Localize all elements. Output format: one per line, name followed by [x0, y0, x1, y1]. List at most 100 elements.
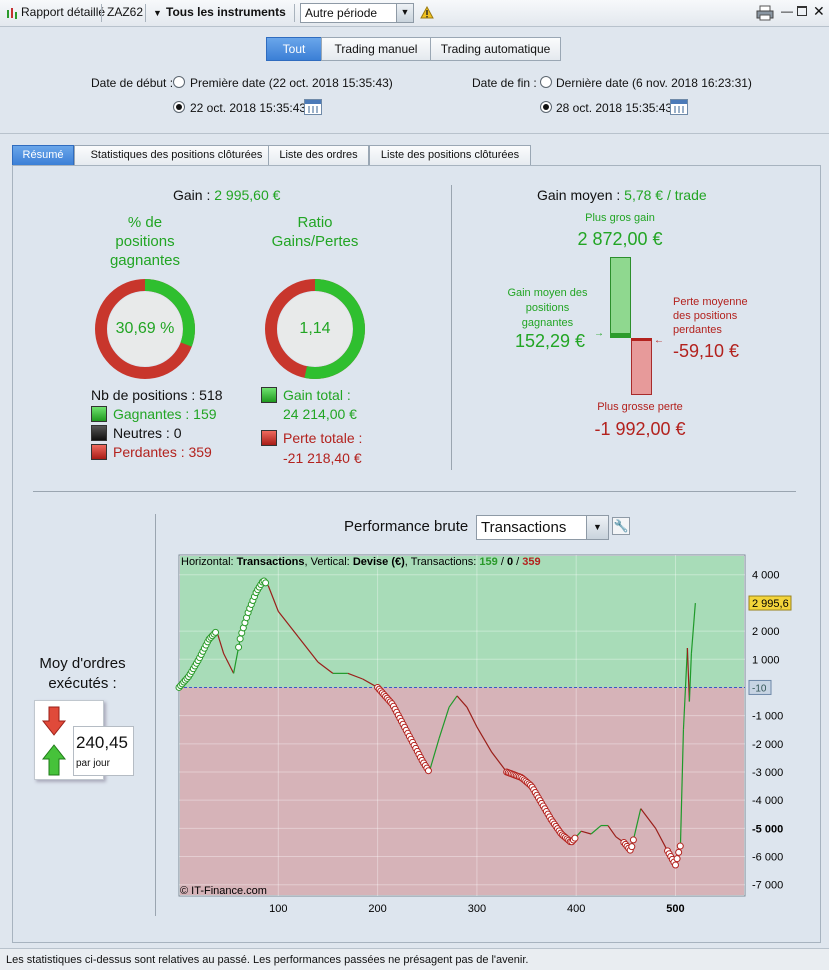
tab-stats-positions[interactable]: Statistiques des positions clôturées	[74, 145, 279, 165]
dropdown-arrow-icon[interactable]: ▼	[153, 8, 162, 18]
start-first-label[interactable]: Première date (22 oct. 2018 15:35:43)	[190, 76, 393, 90]
orders-title: Moy d'ordres exécutés :	[25, 654, 140, 694]
account-label[interactable]: ZAZ62	[107, 5, 144, 19]
series-line	[223, 653, 235, 674]
gain-label: Gain :	[173, 187, 211, 203]
plus-gros-gain-value: 2 872,00 €	[577, 229, 663, 249]
series-line	[690, 602, 696, 654]
series-line	[655, 828, 669, 852]
gain-total-label: Gain total :	[283, 387, 351, 403]
horizontal-divider	[33, 491, 796, 492]
series-line	[640, 808, 657, 829]
y-tick-label: 2 000	[752, 626, 780, 638]
toolbar: Rapport détaillé ZAZ62 ▼ Tous les instru…	[0, 0, 829, 27]
series-marker	[235, 643, 243, 651]
perte-moyenne-bar	[631, 338, 652, 341]
start-first-radio[interactable]	[173, 76, 185, 88]
pct-title: % de positions gagnantes	[90, 213, 200, 270]
donut-win-arc	[95, 279, 195, 379]
minimize-icon[interactable]: —	[781, 4, 793, 18]
perf-title: Performance brute	[344, 518, 469, 535]
tab-trading-manuel[interactable]: Trading manuel	[321, 37, 431, 61]
end-date-label: Date de fin :	[472, 76, 537, 90]
end-last-label[interactable]: Dernière date (6 nov. 2018 16:23:31)	[556, 76, 752, 90]
chart-header-slash: /	[513, 556, 522, 568]
calendar-icon[interactable]	[304, 99, 322, 115]
gain-value: 2 995,60 €	[214, 187, 281, 203]
report-label[interactable]: Rapport détaillé	[21, 5, 106, 19]
chevron-down-icon[interactable]: ▼	[586, 516, 608, 539]
instruments-selector[interactable]: Tous les instruments	[166, 5, 286, 19]
pct-title-line: gagnantes	[109, 252, 181, 269]
orders-title-line: Moy d'ordres	[39, 655, 126, 672]
x-tick-label: 400	[567, 903, 585, 915]
close-icon[interactable]: ✕	[813, 3, 825, 19]
chart-header-v-label: , Vertical:	[305, 556, 350, 568]
donut-center	[108, 292, 182, 366]
pct-title-line: % de	[127, 214, 163, 231]
y-tick-label: -4 000	[752, 795, 783, 807]
start-custom-radio[interactable]	[173, 101, 185, 113]
ratio-title: Ratio Gains/Pertes	[255, 213, 375, 251]
series-line	[297, 636, 319, 663]
series-marker	[628, 843, 636, 851]
status-bar: Les statistiques ci-dessus sont relative…	[0, 948, 829, 970]
perte-moyenne-value: -59,10 €	[673, 341, 740, 361]
arrow-left-icon: ←	[654, 335, 664, 346]
tab-tout[interactable]: Tout	[266, 37, 322, 61]
end-last-radio[interactable]	[540, 76, 552, 88]
x-tick-label: 500	[666, 903, 684, 915]
y-tick-label: -6 000	[752, 852, 783, 864]
perte-totale-swatch	[261, 430, 277, 446]
series-line	[682, 647, 689, 730]
label-line: gagnantes	[521, 317, 574, 329]
series-line	[267, 585, 279, 612]
donut-win-arc	[265, 279, 365, 379]
calendar-icon[interactable]	[670, 99, 688, 115]
gain-total-value: 24 214,00 €	[283, 406, 357, 422]
perf-select[interactable]: Transactions ▼	[476, 515, 609, 540]
gain-bar	[610, 257, 631, 338]
chart-header-h-label: Horizontal:	[181, 556, 234, 568]
zero-marker-box	[748, 679, 772, 695]
tab-trading-automatique[interactable]: Trading automatique	[430, 37, 561, 61]
y-tick-label: 4 000	[752, 570, 780, 582]
last-value-box	[748, 595, 792, 611]
wrench-icon[interactable]: 🔧	[612, 517, 630, 535]
warning-icon[interactable]	[420, 5, 434, 22]
start-custom-date[interactable]: 22 oct. 2018 15:35:43	[190, 101, 307, 115]
series-line	[456, 695, 468, 708]
tab-liste-positions[interactable]: Liste des positions clôturées	[369, 145, 531, 165]
gain-moyen-label: Gain moyen :	[537, 187, 621, 203]
chart-header-t-neutral: 0	[507, 556, 513, 568]
tab-resume[interactable]: Résumé	[12, 145, 74, 165]
pct-title-line: positions	[115, 233, 175, 250]
y-axis: 4 000 2 000 1 000 -1 000 -2 000 -3 000 -4 000 -…	[752, 570, 783, 892]
gain-total-swatch	[261, 387, 277, 403]
last-value-text: 2 995,6	[752, 598, 789, 610]
plus-grosse-perte-value: -1 992,00 €	[594, 419, 686, 439]
orders-box: 240,45 par jour	[73, 726, 134, 776]
gain-line: Gain : 2 995,60 €	[173, 187, 280, 203]
x-tick-label: 300	[468, 903, 486, 915]
print-icon[interactable]	[756, 5, 774, 24]
vertical-divider	[451, 185, 452, 470]
series-line	[347, 672, 363, 680]
period-select[interactable]: Autre période ▼	[300, 3, 414, 23]
divider	[0, 133, 829, 134]
end-custom-date[interactable]: 28 oct. 2018 15:35:43	[556, 101, 673, 115]
zero-marker-text: -10	[752, 683, 767, 694]
tab-liste-ordres[interactable]: Liste des ordres	[268, 145, 369, 165]
series-line	[688, 653, 692, 702]
plus-grosse-perte-label: Plus grosse perte	[597, 401, 683, 413]
ratio-donut	[265, 279, 365, 379]
maximize-icon[interactable]	[797, 6, 807, 16]
x-axis: 100 200 300 400 500	[269, 903, 685, 915]
series-line	[233, 636, 242, 674]
series-line	[317, 661, 334, 674]
chevron-down-icon[interactable]: ▼	[396, 4, 413, 22]
end-custom-radio[interactable]	[540, 101, 552, 113]
orders-value: 240,45	[76, 733, 128, 752]
series-line	[476, 726, 493, 753]
legend-perdantes-swatch	[91, 444, 107, 460]
